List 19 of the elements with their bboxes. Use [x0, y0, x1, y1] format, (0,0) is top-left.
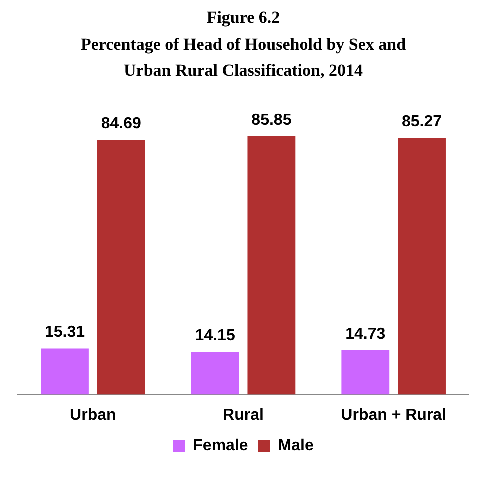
legend-label: Female	[193, 437, 248, 454]
data-label: 85.85	[252, 112, 292, 129]
bar	[398, 138, 446, 395]
legend-label: Male	[278, 437, 314, 454]
data-label: 84.69	[101, 115, 142, 132]
x-tick-label: Urban + Rural	[341, 406, 447, 424]
x-tick-label: Urban	[70, 406, 116, 424]
bar	[41, 348, 89, 395]
data-label: 15.31	[44, 324, 86, 342]
bar	[191, 352, 240, 395]
data-label: 14.15	[195, 328, 236, 345]
bar	[97, 140, 146, 395]
data-label: 14.73	[346, 326, 386, 343]
chart-title: Figure 6.2	[206, 8, 282, 28]
bar	[248, 136, 296, 395]
data-label: 85.27	[402, 114, 442, 131]
x-tick-label: Rural	[223, 406, 264, 424]
bar	[342, 350, 390, 395]
chart-subtitle: Percentage of Head of Household by Sex and Urban Rural Classification, 2014	[80, 34, 408, 82]
